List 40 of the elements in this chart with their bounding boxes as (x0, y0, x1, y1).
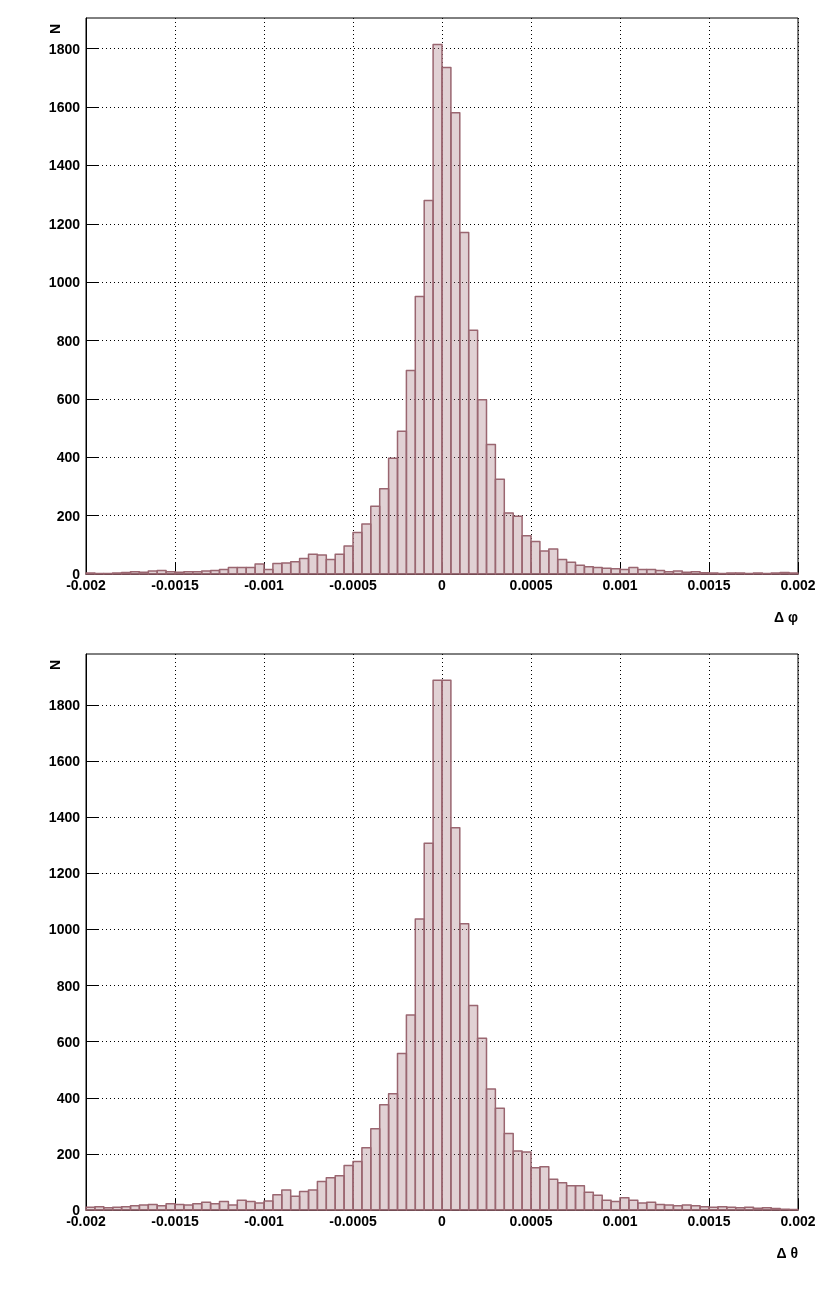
x-tick-label: 0.001 (602, 1213, 638, 1229)
x-tick-label: 0.002 (780, 1213, 816, 1229)
x-axis-title: Δ θ (776, 1245, 798, 1261)
x-tick-label: -0.001 (244, 577, 285, 593)
y-axis-title: N (47, 23, 63, 35)
y-tick-label: 1200 (48, 865, 81, 882)
x-tick-label: -0.0005 (329, 577, 377, 593)
y-tick-label: 1800 (48, 40, 81, 57)
y-tick-label: 200 (56, 1145, 81, 1162)
y-axis-title: N (47, 659, 63, 671)
y-tick-label: 1200 (48, 215, 81, 232)
x-tick-label: 0.001 (602, 577, 638, 593)
y-tick-label: 1000 (48, 274, 81, 291)
y-tick-label: 400 (56, 1089, 81, 1106)
x-tick-label: 0.0015 (687, 577, 731, 593)
x-tick-label: -0.0005 (329, 1213, 377, 1229)
x-tick-label: 0.0015 (687, 1213, 731, 1229)
y-tick-label: 1400 (48, 809, 81, 826)
x-tick-label: 0.002 (780, 577, 816, 593)
x-tick-label: 0 (438, 1213, 447, 1229)
x-tick-label: 0 (438, 577, 447, 593)
y-tick-label: 1400 (48, 157, 81, 174)
y-tick-label: 1000 (48, 921, 81, 938)
y-tick-label: 800 (56, 332, 81, 349)
x-tick-label: -0.0015 (151, 1213, 199, 1229)
x-axis-title: Δ φ (774, 609, 798, 625)
y-tick-label: 1600 (48, 99, 81, 116)
x-tick-label: -0.0015 (151, 577, 199, 593)
y-tick-label: 400 (56, 449, 81, 466)
y-tick-label: 1600 (48, 753, 81, 770)
y-tick-label: 0 (72, 1202, 81, 1218)
y-tick-label: 600 (56, 390, 81, 407)
x-tick-label: 0.0005 (509, 1213, 553, 1229)
x-tick-label: -0.001 (244, 1213, 285, 1229)
x-tick-label: 0.0005 (509, 577, 553, 593)
y-tick-label: 200 (56, 507, 81, 524)
y-tick-label: 1800 (48, 697, 81, 714)
y-tick-label: 600 (56, 1033, 81, 1050)
y-tick-label: 0 (72, 566, 81, 582)
y-tick-label: 800 (56, 977, 81, 994)
